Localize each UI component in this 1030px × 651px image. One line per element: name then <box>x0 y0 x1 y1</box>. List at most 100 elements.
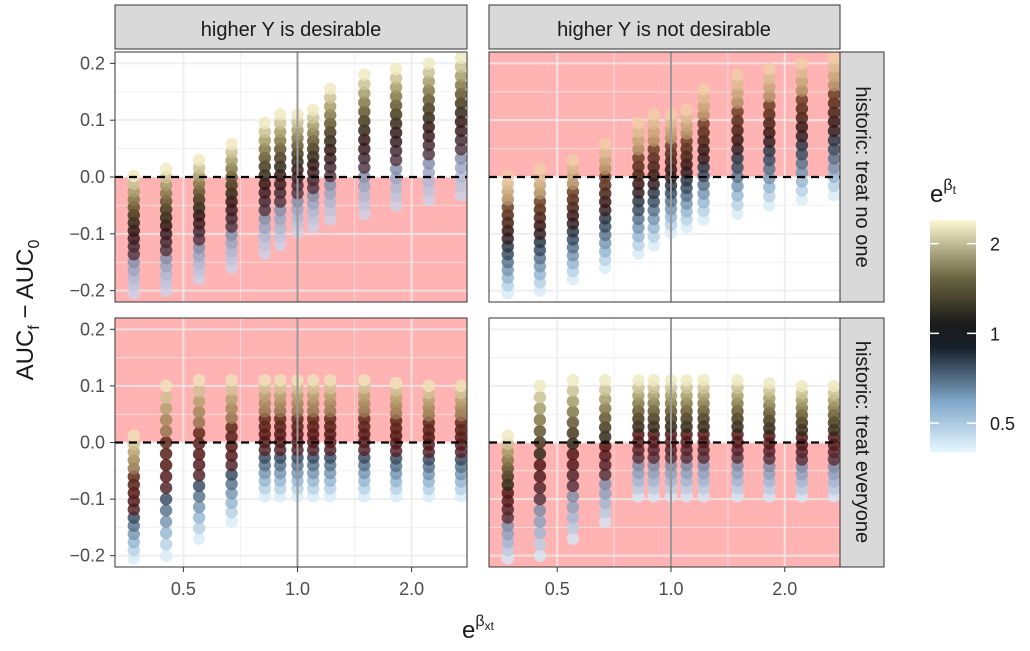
data-point <box>795 84 809 97</box>
data-point <box>225 137 238 151</box>
data-point <box>389 162 403 176</box>
facet-strip-col-1 <box>114 4 468 50</box>
data-point <box>697 213 710 226</box>
data-point <box>258 143 271 156</box>
data-point <box>358 152 371 165</box>
panel-points <box>501 374 841 565</box>
legend-tick-label: 0.5 <box>990 414 1015 434</box>
data-point <box>632 116 645 130</box>
data-point <box>258 160 271 173</box>
data-point <box>731 133 744 146</box>
data-point <box>324 152 337 165</box>
data-point <box>763 181 776 194</box>
data-point <box>795 166 809 179</box>
data-point <box>192 153 206 167</box>
data-point <box>680 374 693 387</box>
data-point <box>647 195 660 208</box>
data-point <box>697 117 710 130</box>
data-point <box>225 430 238 443</box>
data-point <box>647 169 660 182</box>
data-point <box>324 135 337 148</box>
data-point <box>274 204 287 217</box>
data-point <box>192 395 206 408</box>
data-point <box>763 144 776 158</box>
data-point <box>454 60 468 73</box>
data-point <box>763 81 776 94</box>
data-point <box>258 247 271 260</box>
x-tick-label: 2.0 <box>772 579 797 599</box>
facet-strip-row-2 <box>839 317 885 568</box>
data-point <box>454 124 468 138</box>
data-point <box>324 187 337 200</box>
data-point <box>358 124 371 137</box>
data-point <box>274 169 287 182</box>
data-point <box>324 196 337 209</box>
data-point <box>795 175 809 188</box>
data-point <box>422 166 435 179</box>
data-point <box>599 421 612 434</box>
data-point <box>795 139 809 152</box>
data-point <box>159 526 173 540</box>
data-point <box>225 411 238 425</box>
x-axis-ticks: 0.5 1.0 2.0 0.5 1.0 2.0 <box>171 567 797 599</box>
data-point <box>389 126 403 139</box>
data-point <box>632 125 645 138</box>
data-point <box>225 392 238 406</box>
data-point <box>159 402 173 415</box>
data-point <box>795 148 809 161</box>
data-point <box>159 425 173 438</box>
data-point <box>159 515 173 528</box>
data-point <box>358 68 371 81</box>
data-point <box>192 500 206 514</box>
data-point <box>192 405 206 419</box>
data-point <box>731 207 744 221</box>
x-tick-label: 1.0 <box>285 579 310 599</box>
data-point <box>599 458 612 472</box>
data-point <box>159 458 173 472</box>
data-point <box>827 134 841 147</box>
data-point <box>159 391 173 404</box>
data-point <box>647 117 660 130</box>
data-point <box>697 108 710 122</box>
data-point <box>192 426 206 440</box>
data-point <box>192 511 206 524</box>
data-point <box>566 395 580 408</box>
data-point <box>389 190 403 203</box>
data-point <box>827 189 841 202</box>
data-point <box>827 115 841 128</box>
facet-strip-col-2-label: higher Y is not desirable <box>557 19 771 41</box>
data-point <box>632 134 645 147</box>
data-point <box>225 487 238 500</box>
data-point <box>192 458 206 471</box>
data-point <box>599 430 612 443</box>
data-point <box>647 204 660 217</box>
data-point <box>697 126 710 139</box>
data-point <box>763 376 776 390</box>
data-point <box>827 170 841 183</box>
data-point <box>697 178 710 191</box>
data-point <box>307 103 320 117</box>
data-point <box>647 186 660 200</box>
legend-colorbar <box>930 220 976 452</box>
data-point <box>274 230 287 243</box>
data-point <box>389 108 403 121</box>
data-point <box>533 436 547 449</box>
data-point <box>827 69 841 83</box>
data-point <box>731 179 744 193</box>
data-point <box>697 135 710 148</box>
data-point <box>389 99 403 112</box>
panel-points <box>127 51 468 300</box>
data-point <box>647 239 660 252</box>
data-point <box>274 125 287 139</box>
data-point <box>533 162 547 176</box>
data-point <box>647 212 660 226</box>
data-point <box>827 179 841 193</box>
data-point <box>731 96 744 109</box>
data-point <box>358 161 371 174</box>
data-point <box>454 106 468 119</box>
y-tick-label: 0.0 <box>80 167 105 187</box>
data-point <box>795 129 809 143</box>
data-point <box>225 477 238 491</box>
data-point <box>647 134 660 147</box>
data-point <box>731 198 744 211</box>
